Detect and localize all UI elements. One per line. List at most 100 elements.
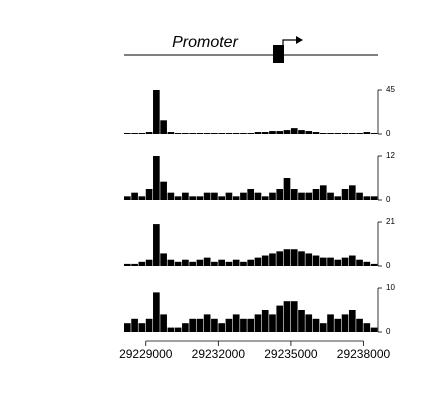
- histogram-bar: [138, 323, 146, 332]
- histogram-bar: [319, 257, 327, 266]
- histogram-bar: [254, 314, 262, 332]
- histogram-bar: [269, 253, 276, 266]
- histogram-bar: [363, 196, 371, 200]
- histogram-bar: [356, 318, 363, 332]
- histogram-bar: [283, 249, 291, 266]
- histogram-bar: [348, 133, 356, 134]
- histogram-bar: [312, 318, 320, 332]
- histogram-bar: [305, 314, 313, 332]
- histogram-bar: [319, 185, 327, 200]
- histogram-bar: [341, 133, 349, 134]
- histogram-bar: [247, 259, 255, 266]
- y-tick-label: 0: [386, 327, 391, 336]
- histogram-bar: [341, 314, 349, 332]
- histogram-bar: [174, 261, 182, 266]
- histogram-bar: [290, 301, 298, 332]
- histogram-bar: [153, 156, 160, 200]
- histogram-bar: [363, 132, 371, 134]
- histogram-bar: [348, 310, 356, 332]
- promoter-label: Promoter: [172, 34, 238, 51]
- histogram-bar: [124, 133, 131, 134]
- histogram-bar: [160, 181, 167, 200]
- histogram-bar: [189, 196, 196, 200]
- histogram-bar: [124, 263, 131, 266]
- promoter-box: [273, 45, 284, 63]
- histogram-bar: [232, 314, 240, 332]
- histogram-bar: [218, 323, 225, 332]
- histogram-bar: [203, 133, 211, 134]
- histogram-bar: [290, 189, 298, 200]
- histogram-bar: [240, 318, 247, 332]
- histogram-bar: [254, 132, 262, 134]
- histogram-bar: [370, 196, 378, 200]
- histogram-bar: [174, 133, 182, 134]
- histogram-bar: [269, 192, 276, 200]
- histogram-bar: [283, 301, 291, 332]
- y-tick-label: 45: [386, 85, 395, 94]
- histogram-bar: [312, 255, 320, 266]
- histogram-bar: [261, 196, 269, 200]
- arrow-head: [296, 36, 303, 44]
- histogram-bar: [356, 133, 363, 134]
- histogram-bar: [145, 132, 153, 134]
- histogram-bar: [211, 192, 218, 200]
- promoter-diagram: Promoter: [124, 34, 378, 63]
- histogram-bar: [196, 259, 204, 266]
- histogram-bar: [283, 130, 291, 134]
- histogram-bar: [182, 323, 189, 332]
- histogram-bar: [203, 257, 211, 266]
- y-tick-label: 21: [386, 217, 395, 226]
- histogram-bar: [305, 253, 313, 266]
- histogram-bar: [370, 327, 378, 332]
- histogram-bar: [276, 251, 284, 266]
- histogram-bar: [298, 130, 305, 134]
- histogram-bar: [312, 189, 320, 200]
- x-tick-label: 29235000: [264, 347, 318, 361]
- histogram-bar: [348, 255, 356, 266]
- tss-arrow: [282, 39, 296, 63]
- histogram-bar: [160, 120, 167, 134]
- histogram-bar: [203, 314, 211, 332]
- histogram-bar: [196, 133, 204, 134]
- histogram-bar: [298, 251, 305, 266]
- histogram-bar: [167, 259, 175, 266]
- histogram-bar: [182, 259, 189, 266]
- histogram-bar: [370, 133, 378, 134]
- histogram-bar: [138, 133, 146, 134]
- histogram-bar: [240, 192, 247, 200]
- histogram-bar: [283, 178, 291, 200]
- histogram-bar: [211, 133, 218, 134]
- histogram-bar: [145, 259, 153, 266]
- histogram-bar: [261, 132, 269, 134]
- histogram-bar: [254, 257, 262, 266]
- histogram-bar: [196, 318, 204, 332]
- histogram-bar: [131, 318, 138, 332]
- histogram-bar: [225, 133, 233, 134]
- histogram-bar: [334, 318, 342, 332]
- histogram-bar: [160, 253, 167, 266]
- histogram-bar: [189, 133, 196, 134]
- histogram-bar: [240, 133, 247, 134]
- histogram-bar: [356, 192, 363, 200]
- histogram-bar: [189, 261, 196, 266]
- histogram-bar: [225, 192, 233, 200]
- histogram-bar: [356, 259, 363, 266]
- histogram-bar: [189, 318, 196, 332]
- histogram-bar: [145, 318, 153, 332]
- histogram-bar: [261, 255, 269, 266]
- histogram-bar: [312, 132, 320, 134]
- histogram-bar: [131, 192, 138, 200]
- histogram-bar: [334, 259, 342, 266]
- histogram-bar: [327, 314, 334, 332]
- histogram-bar: [290, 249, 298, 266]
- histogram-bar: [218, 133, 225, 134]
- histogram-bar: [174, 196, 182, 200]
- histogram-bar: [225, 318, 233, 332]
- y-tick-label: 10: [386, 283, 395, 292]
- histogram-bar: [247, 318, 255, 332]
- histogram-bar: [138, 261, 146, 266]
- histogram-bar: [153, 90, 160, 134]
- y-tick-label: 0: [386, 129, 391, 138]
